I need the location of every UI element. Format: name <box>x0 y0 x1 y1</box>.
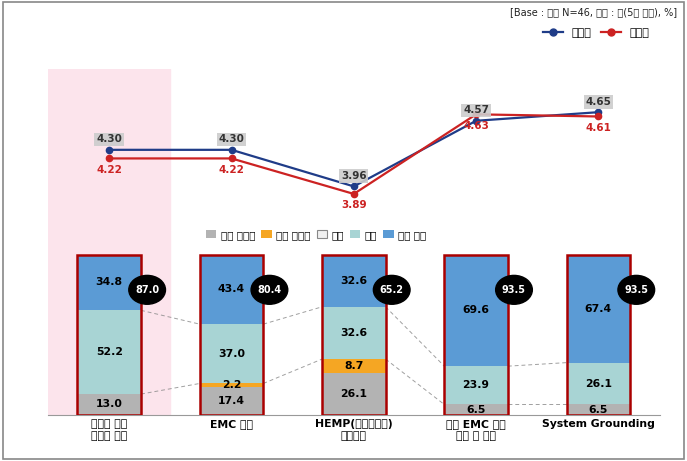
Text: 67.4: 67.4 <box>585 304 612 313</box>
Text: 4.30: 4.30 <box>218 135 245 144</box>
Bar <box>567 363 630 404</box>
Bar <box>78 254 141 310</box>
Bar <box>322 254 385 415</box>
Text: 4.61: 4.61 <box>585 123 611 133</box>
Text: 6.5: 6.5 <box>589 405 608 415</box>
Text: 32.6: 32.6 <box>340 328 368 338</box>
Text: 3.89: 3.89 <box>341 201 367 210</box>
Text: 87.0: 87.0 <box>135 285 159 295</box>
Text: 3.96: 3.96 <box>341 171 367 181</box>
Ellipse shape <box>495 275 532 304</box>
Bar <box>322 307 385 359</box>
Bar <box>567 404 630 415</box>
Bar <box>444 254 508 366</box>
Text: 2.2: 2.2 <box>222 380 241 390</box>
Text: 26.1: 26.1 <box>340 389 368 399</box>
Text: 4.65: 4.65 <box>585 97 611 107</box>
Text: 23.9: 23.9 <box>462 380 490 390</box>
Bar <box>48 69 170 230</box>
Text: 6.5: 6.5 <box>466 405 486 415</box>
Ellipse shape <box>618 275 655 304</box>
Bar <box>78 254 141 415</box>
Text: 34.8: 34.8 <box>95 278 123 288</box>
Bar <box>78 310 141 394</box>
Text: 13.0: 13.0 <box>95 400 123 409</box>
Text: 4.57: 4.57 <box>463 106 489 115</box>
Text: 4.63: 4.63 <box>463 121 489 131</box>
Ellipse shape <box>251 275 288 304</box>
Text: 69.6: 69.6 <box>462 305 490 315</box>
Bar <box>200 387 263 415</box>
Bar <box>200 254 263 324</box>
Text: 17.4: 17.4 <box>218 396 245 406</box>
Bar <box>444 404 508 415</box>
Text: 43.4: 43.4 <box>218 284 245 294</box>
Bar <box>567 254 630 363</box>
Bar <box>444 366 508 404</box>
Text: 26.1: 26.1 <box>585 378 612 389</box>
Text: 37.0: 37.0 <box>218 349 245 359</box>
Ellipse shape <box>128 275 166 304</box>
Text: 52.2: 52.2 <box>95 347 123 357</box>
Text: [Base : 전체 N=46, 단위 : 점(5점 척도), %]: [Base : 전체 N=46, 단위 : 점(5점 척도), %] <box>510 7 677 17</box>
Text: 80.4: 80.4 <box>258 285 282 295</box>
Bar <box>322 359 385 373</box>
Bar <box>78 394 141 415</box>
Text: 32.6: 32.6 <box>340 276 368 286</box>
Bar <box>200 324 263 384</box>
Bar <box>567 254 630 415</box>
Text: 8.7: 8.7 <box>344 361 363 371</box>
Bar <box>48 230 170 415</box>
Text: 93.5: 93.5 <box>502 285 526 295</box>
Text: 93.5: 93.5 <box>624 285 649 295</box>
Legend: 필요도, 만족도: 필요도, 만족도 <box>539 23 654 42</box>
Bar <box>200 384 263 387</box>
Text: 65.2: 65.2 <box>380 285 404 295</box>
Text: 4.30: 4.30 <box>96 135 122 144</box>
Legend: 매우 불만족, 다소 불만족, 보통, 만족, 매우 만족: 매우 불만족, 다소 불만족, 보통, 만족, 매우 만족 <box>202 225 430 244</box>
Ellipse shape <box>373 275 410 304</box>
Text: 4.22: 4.22 <box>218 165 245 175</box>
Text: 4.22: 4.22 <box>96 165 122 175</box>
Bar <box>322 254 385 307</box>
Bar <box>444 254 508 415</box>
Bar <box>322 373 385 415</box>
Bar <box>200 254 263 415</box>
